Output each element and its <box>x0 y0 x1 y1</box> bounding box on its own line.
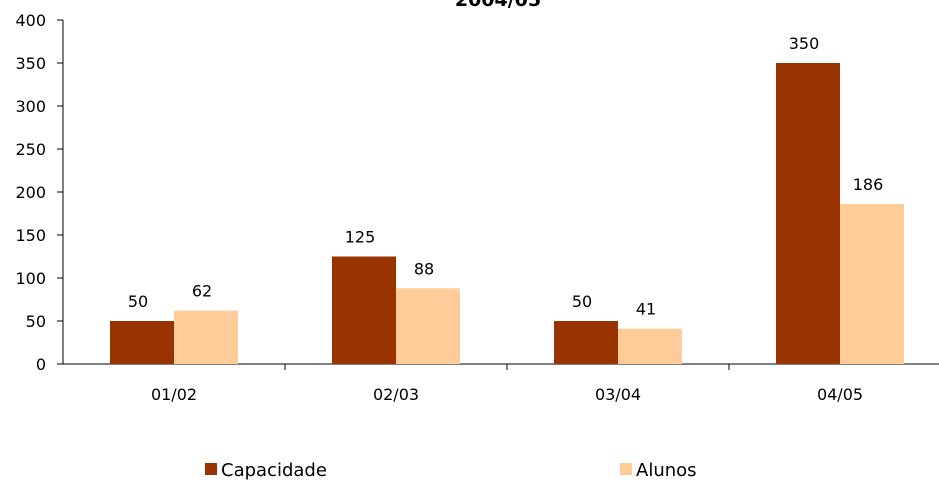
bar <box>174 310 238 364</box>
y-tick-label: 50 <box>26 312 46 331</box>
y-tick-label: 0 <box>36 355 46 374</box>
x-tick-label: 02/03 <box>373 385 419 404</box>
legend-label: Capacidade <box>221 460 327 480</box>
legend-swatch <box>620 463 632 475</box>
y-tick-label: 250 <box>15 140 46 159</box>
x-tick-label: 03/04 <box>595 385 641 404</box>
bar <box>332 256 396 364</box>
value-label: 125 <box>345 228 376 247</box>
chart-title: 2004/05 <box>455 0 541 11</box>
y-tick-label: 150 <box>15 226 46 245</box>
y-tick-label: 200 <box>15 183 46 202</box>
legend-label: Alunos <box>636 460 697 480</box>
value-label: 186 <box>853 175 884 194</box>
value-label: 50 <box>128 292 148 311</box>
y-tick-label: 350 <box>15 54 46 73</box>
bar <box>554 321 618 364</box>
bar <box>110 321 174 364</box>
y-tick-label: 300 <box>15 97 46 116</box>
bar <box>840 204 904 364</box>
value-label: 88 <box>414 259 434 278</box>
value-label: 50 <box>572 292 592 311</box>
y-tick-label: 400 <box>15 11 46 30</box>
bar <box>618 328 682 364</box>
y-tick-label: 100 <box>15 269 46 288</box>
value-label: 41 <box>636 300 656 319</box>
x-tick-label: 04/05 <box>817 385 863 404</box>
x-tick-label: 01/02 <box>151 385 197 404</box>
value-label: 350 <box>789 34 820 53</box>
bar <box>776 63 840 364</box>
legend-swatch <box>205 463 217 475</box>
value-label: 62 <box>192 282 212 301</box>
bar <box>396 288 460 364</box>
